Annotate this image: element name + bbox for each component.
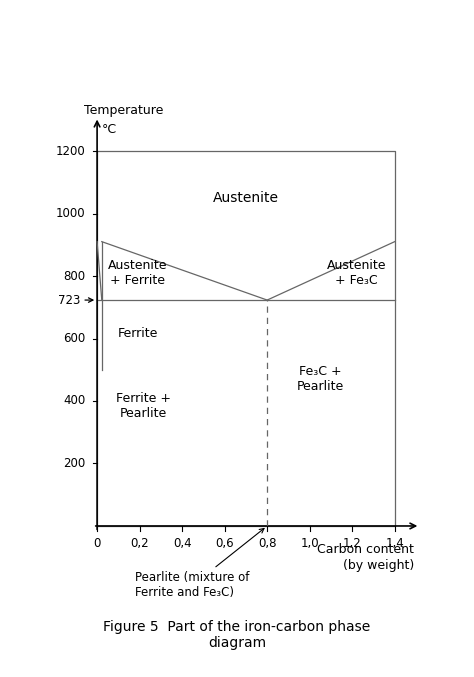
Text: Ferrite +
Pearlite: Ferrite + Pearlite: [116, 392, 172, 420]
Text: 0,6: 0,6: [215, 537, 234, 550]
Text: 0: 0: [93, 537, 101, 550]
Text: Pearlite (mixture of
Ferrite and Fe₃C): Pearlite (mixture of Ferrite and Fe₃C): [136, 529, 264, 599]
Text: Ferrite: Ferrite: [117, 327, 158, 341]
Text: 0,2: 0,2: [130, 537, 149, 550]
Text: 1200: 1200: [55, 144, 85, 158]
Text: °C: °C: [101, 123, 117, 135]
Text: Austenite: Austenite: [213, 191, 279, 205]
Text: (by weight): (by weight): [343, 559, 414, 572]
Text: Temperature: Temperature: [84, 104, 164, 117]
Text: 600: 600: [63, 332, 85, 345]
Text: 0,8: 0,8: [258, 537, 276, 550]
Text: Austenite
+ Ferrite: Austenite + Ferrite: [108, 259, 167, 287]
Text: Carbon content: Carbon content: [317, 543, 414, 556]
Text: 723: 723: [58, 294, 80, 307]
Text: 1000: 1000: [56, 207, 85, 220]
Text: 1,2: 1,2: [343, 537, 362, 550]
Text: Figure 5  Part of the iron-carbon phase
diagram: Figure 5 Part of the iron-carbon phase d…: [103, 619, 371, 650]
Text: Fe₃C +
Pearlite: Fe₃C + Pearlite: [297, 365, 344, 393]
Text: 0,4: 0,4: [173, 537, 191, 550]
Text: 1,4: 1,4: [385, 537, 404, 550]
Text: 200: 200: [63, 457, 85, 470]
Text: 400: 400: [63, 395, 85, 408]
Text: Austenite
+ Fe₃C: Austenite + Fe₃C: [327, 259, 386, 287]
Text: 800: 800: [64, 269, 85, 282]
Text: 1,0: 1,0: [301, 537, 319, 550]
